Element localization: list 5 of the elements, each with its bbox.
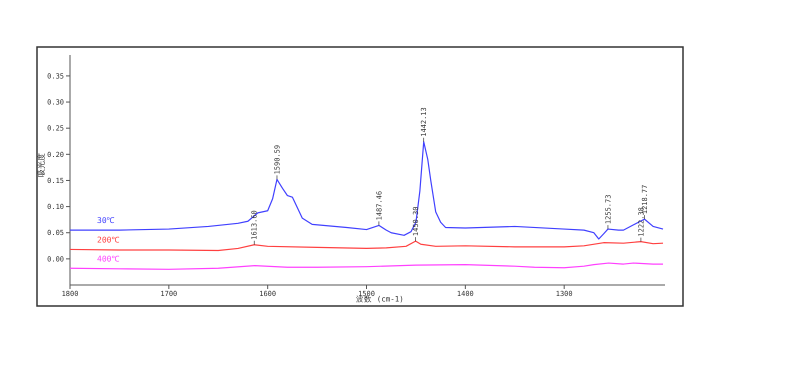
line-series — [69, 262, 664, 270]
series-label: 200℃ — [97, 235, 120, 244]
series-label: 400℃ — [97, 254, 120, 264]
y-axis-title: 吸光度 — [37, 153, 46, 177]
series-label: 30℃ — [97, 216, 115, 226]
